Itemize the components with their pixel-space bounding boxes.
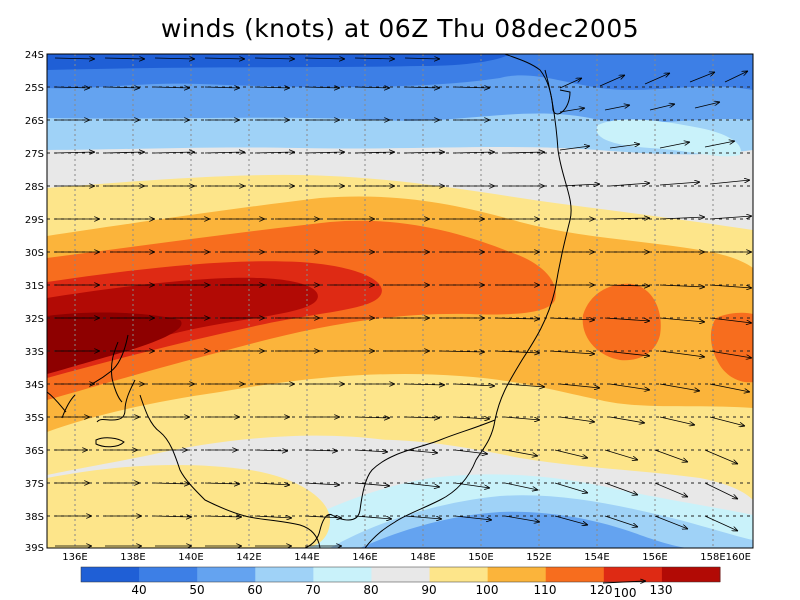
lon-label: 150E <box>468 552 493 563</box>
contour-yellow-southwest <box>47 464 330 548</box>
lon-label: 158E <box>700 552 725 563</box>
colorbar-label: 130 <box>650 583 673 597</box>
east-coastline <box>364 69 572 548</box>
colorbar-label: 90 <box>421 583 436 597</box>
lon-label: 144E <box>294 552 319 563</box>
colorbar-bin <box>313 567 372 582</box>
lon-label: 154E <box>584 552 609 563</box>
lon-label: 152E <box>526 552 551 563</box>
colorbar-label: 120 <box>590 583 613 597</box>
lat-label: 38S <box>25 512 44 523</box>
colorbar-label: 100 <box>476 583 499 597</box>
colorbar <box>80 566 721 583</box>
lat-label: 30S <box>25 248 44 259</box>
lon-label: 148E <box>410 552 435 563</box>
reference-vector: 100 <box>602 581 646 600</box>
coastline <box>47 54 572 548</box>
lat-label: 36S <box>25 446 44 457</box>
colorbar-bin <box>197 567 256 582</box>
lat-label: 25S <box>25 83 44 94</box>
wind-vectors <box>54 58 752 546</box>
colorbar-label: 80 <box>363 583 378 597</box>
contour-east-110-patch <box>582 283 661 361</box>
colorbar-label: 40 <box>131 583 146 597</box>
colorbar-label: 60 <box>247 583 262 597</box>
longitude-labels: 136E 138E 140E 142E 144E 146E 148E 150E … <box>62 552 751 563</box>
colorbar-bin <box>255 567 314 582</box>
colorbar-bin <box>139 567 198 582</box>
colorbar-bin <box>545 567 605 582</box>
colorbar-label: 110 <box>534 583 557 597</box>
map-frame <box>46 53 754 549</box>
lat-label: 37S <box>25 479 44 490</box>
lon-label: 138E <box>120 552 145 563</box>
lat-label: 28S <box>25 182 44 193</box>
colorbar-bin <box>371 567 431 582</box>
contour-fill-layer <box>47 54 753 548</box>
lat-label: 29S <box>25 215 44 226</box>
lat-label: 39S <box>25 543 44 554</box>
lon-label: 142E <box>236 552 261 563</box>
reference-vector-label: 100 <box>614 586 637 600</box>
lon-label: 146E <box>352 552 377 563</box>
lon-label: 156E <box>642 552 667 563</box>
contour-light-patch-ne <box>596 119 741 157</box>
colorbar-label: 70 <box>305 583 320 597</box>
lat-label: 35S <box>25 413 44 424</box>
lat-label: 33S <box>25 347 44 358</box>
lat-label: 24S <box>25 50 44 61</box>
contour-band-50-60-south <box>360 511 690 548</box>
sa-coast-2 <box>139 394 321 548</box>
lat-label: 26S <box>25 116 44 127</box>
colorbar-label: 50 <box>189 583 204 597</box>
lat-label: 32S <box>25 314 44 325</box>
colorbar-frame <box>80 566 721 583</box>
eyre-coast <box>47 391 67 413</box>
colorbar-labels: 40 50 60 70 80 90 100 110 120 130 <box>131 583 672 597</box>
lat-label: 34S <box>25 380 44 391</box>
colorbar-bin <box>81 567 140 582</box>
reference-vector-arrow <box>602 581 646 583</box>
vic-border <box>304 419 496 548</box>
longitude-gridlines <box>74 54 714 548</box>
chart-title: winds (knots) at 06Z Thu 08dec2005 <box>160 14 640 43</box>
lon-label: 140E <box>178 552 203 563</box>
lon-label: 136E <box>62 552 87 563</box>
contour-core-darkest <box>47 312 182 374</box>
colorbar-bin <box>661 567 721 582</box>
lon-label: 160E <box>726 552 751 563</box>
colorbar-bin <box>487 567 547 582</box>
latitude-labels: 24S 25S 26S 27S 28S 29S 30S 31S 32S 33S … <box>25 50 44 554</box>
lat-label: 31S <box>25 281 44 292</box>
contour-east-110-patch-2 <box>710 312 753 383</box>
kangaroo-island <box>95 437 125 448</box>
lat-label: 27S <box>25 149 44 160</box>
colorbar-bin <box>429 567 489 582</box>
colorbar-bin <box>603 567 663 582</box>
